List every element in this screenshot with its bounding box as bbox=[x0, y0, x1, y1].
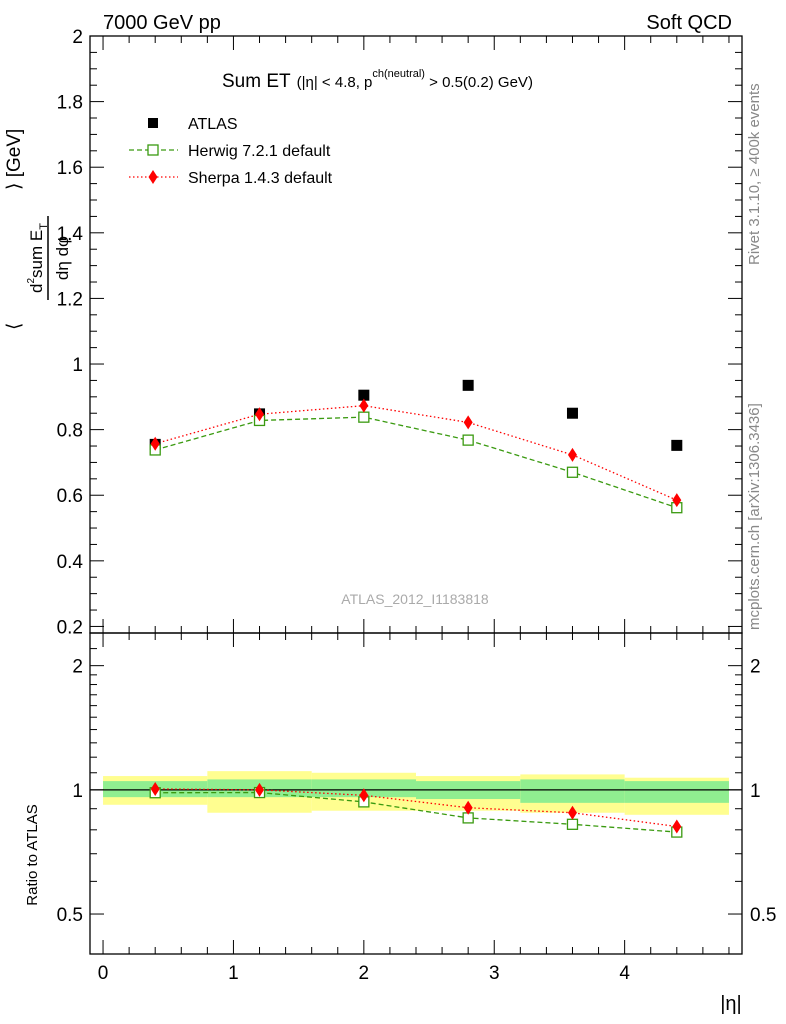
series-markers bbox=[149, 379, 683, 838]
ratio-y-axis-label: Ratio to ATLAS bbox=[24, 804, 41, 905]
svg-text:d2sum ET: d2sum ET bbox=[26, 223, 50, 293]
main-point-herwig bbox=[462, 434, 474, 446]
legend-label-atlas: ATLAS bbox=[188, 116, 238, 133]
ratio-y-tick-label-right: 1 bbox=[750, 781, 761, 802]
title-cut-prefix: (|η| < 4.8, p bbox=[297, 74, 373, 91]
ratio-point-sherpa bbox=[567, 805, 577, 820]
x-tick-label: 4 bbox=[619, 963, 630, 984]
main-y-tick-label: 1.2 bbox=[57, 289, 83, 310]
ratio-point-sherpa bbox=[359, 788, 369, 803]
ratio-line-sherpa bbox=[155, 788, 677, 828]
header-left: 7000 GeV pp bbox=[103, 12, 221, 34]
stat-band-bin bbox=[520, 779, 625, 803]
main-y-tick-label: 2 bbox=[72, 27, 83, 48]
analysis-watermark: ATLAS_2012_I1183818 bbox=[341, 591, 489, 607]
x-tick-label: 0 bbox=[98, 963, 109, 984]
main-point-atlas bbox=[671, 439, 683, 451]
stat-band-bin bbox=[311, 779, 416, 798]
ratio-line-herwig bbox=[155, 791, 677, 833]
ratio-point-sherpa bbox=[150, 781, 160, 796]
main-y-tick-label: 1.4 bbox=[57, 224, 84, 245]
main-y-tick-label: 1 bbox=[72, 355, 83, 376]
legend-marker-herwig bbox=[147, 144, 159, 156]
main-point-atlas bbox=[566, 407, 578, 419]
legend-label-herwig: Herwig 7.2.1 default bbox=[188, 143, 331, 160]
main-point-herwig bbox=[566, 466, 579, 478]
x-tick-label: 3 bbox=[489, 963, 500, 984]
ratio-point-sherpa bbox=[672, 819, 682, 834]
main-y-tick-label: 1.6 bbox=[57, 158, 83, 179]
svg-text:⟩ [GeV]: ⟩ [GeV] bbox=[4, 129, 25, 190]
main-point-sherpa bbox=[359, 398, 369, 413]
main-line-herwig bbox=[155, 416, 678, 509]
rivet-label: Rivet 3.1.10, ≥ 400k events bbox=[746, 83, 763, 265]
stat-band-bin bbox=[624, 781, 729, 803]
svg-text:dη dφ: dη dφ bbox=[53, 236, 72, 280]
series-lines bbox=[155, 405, 678, 833]
legend-marker-atlas bbox=[148, 118, 158, 128]
x-tick-label: 2 bbox=[359, 963, 370, 984]
main-point-herwig bbox=[358, 411, 370, 423]
title-cut-superscript: ch(neutral) bbox=[372, 68, 425, 80]
main-y-tick-label: 0.4 bbox=[57, 552, 84, 573]
ratio-point-herwig bbox=[566, 818, 579, 830]
mcplots-label: mcplots.cern.ch [arXiv:1306.3436] bbox=[746, 403, 763, 630]
svg-text:⟨: ⟨ bbox=[4, 323, 25, 330]
legend-marker-sherpa bbox=[148, 170, 158, 184]
main-point-sherpa bbox=[567, 447, 577, 462]
main-point-atlas bbox=[358, 389, 370, 401]
main-point-sherpa bbox=[672, 493, 682, 508]
ratio-y-tick-label-right: 0.5 bbox=[750, 905, 776, 926]
title-main: Sum ET bbox=[222, 71, 291, 92]
ratio-point-sherpa bbox=[255, 782, 265, 797]
ratio-y-tick-label: 2 bbox=[72, 657, 83, 678]
main-point-sherpa bbox=[255, 407, 265, 422]
legend: ATLAS Herwig 7.2.1 default Sherpa 1.4.3 … bbox=[129, 116, 333, 187]
legend-label-sherpa: Sherpa 1.4.3 default bbox=[188, 170, 333, 187]
main-point-sherpa bbox=[463, 415, 473, 430]
ratio-y-tick-label: 1 bbox=[72, 781, 83, 802]
header-right: Soft QCD bbox=[646, 12, 732, 34]
x-axis-label: |η| bbox=[720, 993, 742, 1015]
chart-title: Sum ET (|η| < 4.8, pch(neutral) > 0.5(0.2… bbox=[222, 68, 533, 92]
ratio-y-tick-label-right: 2 bbox=[750, 657, 761, 678]
ratio-point-sherpa bbox=[463, 800, 473, 815]
main-point-sherpa bbox=[150, 436, 160, 451]
x-tick-label: 1 bbox=[228, 963, 239, 984]
axes: 0.2 0.4 0.6 0.8 1 1.2 1.4 1.6 1.8 2 0.5 0.5 1 1 2 2 0 1 2 3… bbox=[57, 27, 777, 984]
main-y-tick-label: 1.8 bbox=[57, 93, 83, 114]
legend-entry-sherpa: Sherpa 1.4.3 default bbox=[129, 170, 333, 187]
main-y-tick-label: 0.2 bbox=[57, 617, 83, 638]
legend-entry-herwig: Herwig 7.2.1 default bbox=[129, 143, 331, 160]
legend-entry-atlas: ATLAS bbox=[148, 116, 238, 133]
main-line-sherpa bbox=[155, 405, 678, 501]
title-cut-suffix: > 0.5(0.2) GeV) bbox=[425, 74, 533, 91]
main-y-tick-label: 0.6 bbox=[57, 486, 83, 507]
ratio-y-tick-label: 0.5 bbox=[57, 905, 83, 926]
main-y-tick-label: 0.8 bbox=[57, 421, 83, 442]
main-point-atlas bbox=[462, 379, 474, 391]
